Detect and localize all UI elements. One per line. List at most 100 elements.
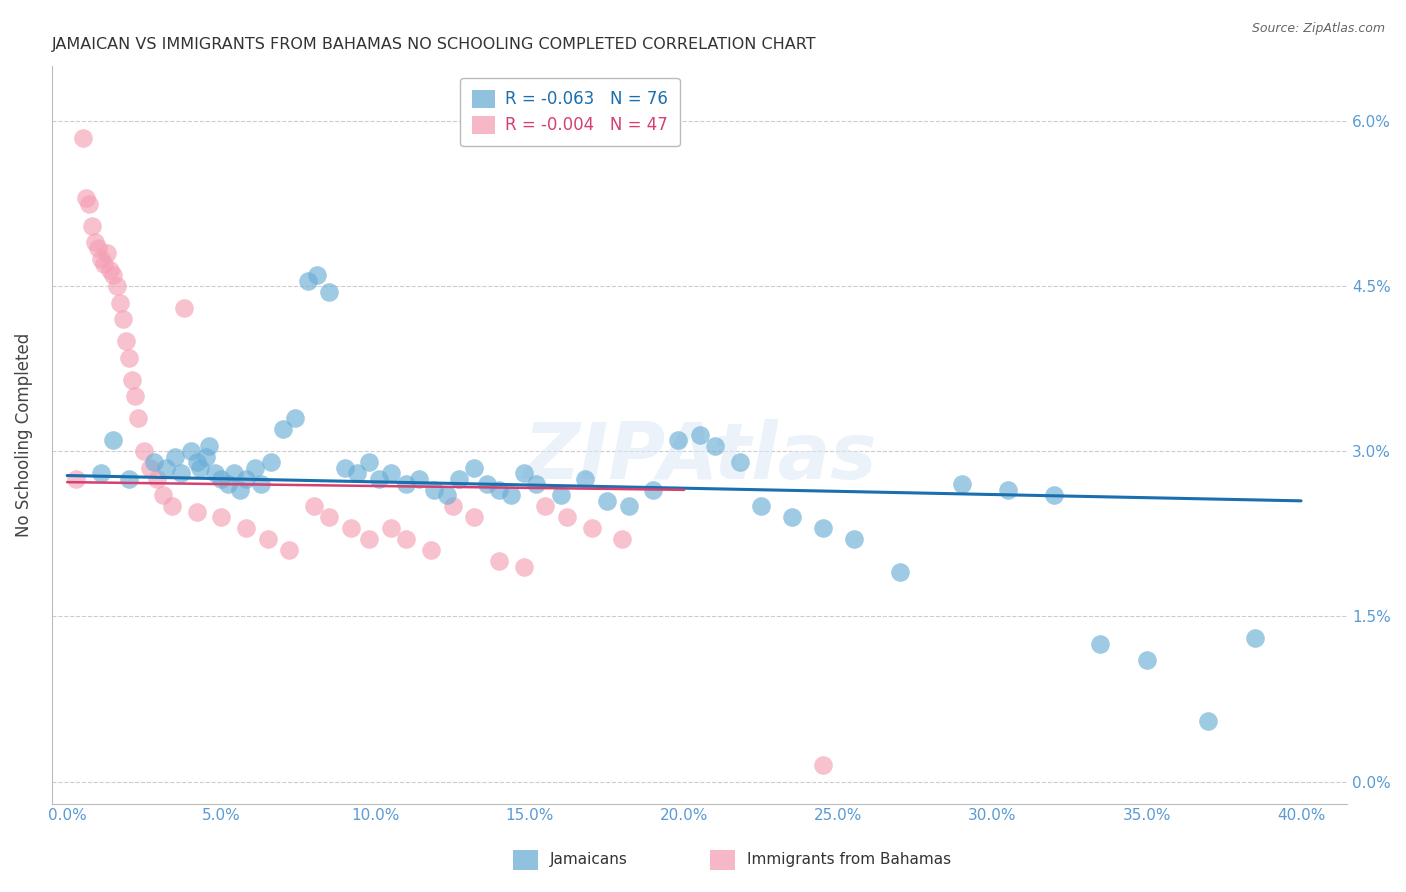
Y-axis label: No Schooling Completed: No Schooling Completed (15, 333, 32, 537)
Point (173, 301, 195, 315)
Point (534, 500, 557, 514)
Point (436, 488, 458, 502)
Point (488, 554, 510, 568)
Point (1090, 637, 1112, 651)
Legend: R = -0.063   N = 76, R = -0.004   N = 47: R = -0.063 N = 76, R = -0.004 N = 47 (460, 78, 679, 146)
Point (108, 295, 131, 310)
Point (65, 472, 87, 486)
Point (617, 500, 640, 514)
Point (305, 268, 328, 282)
Point (581, 521, 603, 535)
Point (198, 439, 221, 453)
Point (811, 758, 834, 772)
Point (488, 483, 510, 497)
Point (666, 434, 689, 448)
Point (155, 460, 177, 475)
Point (260, 455, 283, 469)
Point (749, 500, 772, 514)
Point (1136, 653, 1159, 667)
Point (359, 455, 381, 469)
Point (501, 488, 523, 502)
Point (780, 510, 803, 524)
Point (217, 477, 239, 491)
Point (574, 472, 596, 486)
Point (134, 444, 156, 458)
Point (180, 444, 202, 458)
Point (550, 488, 572, 502)
Point (512, 467, 534, 481)
Point (90, 252, 112, 266)
Point (124, 389, 146, 403)
Point (80, 219, 103, 233)
Point (811, 521, 834, 535)
Point (340, 521, 363, 535)
Point (235, 521, 257, 535)
Point (105, 279, 128, 293)
Point (229, 483, 252, 497)
Point (96, 246, 118, 260)
Point (512, 560, 534, 574)
Point (235, 472, 257, 486)
Point (1243, 632, 1265, 646)
Point (689, 427, 711, 442)
Point (524, 477, 547, 491)
Point (90, 467, 112, 481)
Point (703, 439, 725, 453)
Point (118, 351, 141, 365)
Point (145, 472, 167, 486)
Point (77, 196, 100, 211)
Point (186, 455, 208, 469)
Point (447, 472, 470, 486)
Point (204, 467, 226, 481)
Text: ZIPAtlas: ZIPAtlas (523, 419, 876, 495)
Point (318, 510, 340, 524)
Point (87, 241, 110, 255)
Point (318, 285, 340, 299)
Point (297, 274, 319, 288)
Point (842, 533, 865, 547)
Text: Source: ZipAtlas.com: Source: ZipAtlas.com (1251, 22, 1385, 36)
Point (395, 477, 418, 491)
Point (72, 130, 94, 145)
Point (380, 521, 402, 535)
Point (596, 493, 619, 508)
Point (302, 500, 325, 514)
Point (333, 460, 356, 475)
Text: Jamaicans: Jamaicans (550, 853, 627, 867)
Point (170, 467, 193, 481)
Point (209, 510, 232, 524)
Point (728, 455, 751, 469)
Point (250, 477, 273, 491)
Point (194, 450, 217, 464)
Point (103, 434, 125, 448)
Point (139, 460, 162, 475)
Point (463, 510, 485, 524)
Point (346, 467, 368, 481)
Point (408, 472, 430, 486)
Text: Immigrants from Bahamas: Immigrants from Bahamas (747, 853, 950, 867)
Point (121, 373, 143, 387)
Point (127, 411, 149, 425)
Point (278, 543, 301, 558)
Point (555, 510, 578, 524)
Point (950, 477, 973, 491)
Point (103, 268, 125, 282)
Point (114, 334, 136, 349)
Point (256, 533, 278, 547)
Point (245, 460, 267, 475)
Point (284, 411, 307, 425)
Point (367, 472, 389, 486)
Point (1198, 714, 1220, 728)
Point (441, 500, 464, 514)
Point (889, 566, 911, 580)
Point (420, 543, 443, 558)
Point (111, 312, 134, 326)
Point (222, 467, 245, 481)
Point (165, 450, 187, 464)
Point (142, 455, 165, 469)
Point (380, 467, 402, 481)
Point (463, 460, 485, 475)
Point (160, 500, 183, 514)
Point (997, 483, 1019, 497)
Point (395, 533, 418, 547)
